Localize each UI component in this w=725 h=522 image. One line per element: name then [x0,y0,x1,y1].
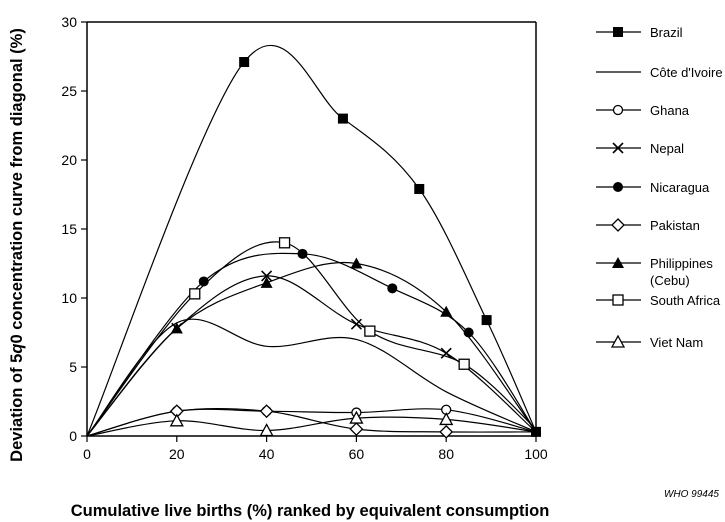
legend-item-philippines: Philippines (Cebu) [596,256,713,288]
y-axis-title: Deviation of 5q0 concentration curve fro… [8,28,26,462]
legend-label: Nicaragua [650,180,710,195]
legend-label: South Africa [650,293,721,308]
legend: Brazil Côte d'Ivoire Ghana Nepal Nicaragua Pa… [596,25,723,350]
legend-label: Viet Nam [650,335,703,350]
data-point-south-africa [278,237,291,249]
y-tick-label: 20 [61,152,77,168]
y-axis-title-part1: Deviation of 5 [8,354,26,462]
data-point-nepal [261,270,273,282]
legend-item-nicaragua: Nicaragua [596,180,710,195]
plot-frame [86,21,537,437]
x-tick-label: 20 [169,446,185,462]
data-point-viet-nam [439,412,454,426]
legend-label: Ghana [650,103,690,118]
legend-item-south-africa: South Africa [596,293,721,308]
data-point-philippines-cebu [170,322,183,334]
data-point-philippines-cebu [350,257,363,269]
x-tick-label: 40 [259,446,275,462]
data-point-nicaragua [297,248,308,259]
legend-label: Pakistan [650,218,700,233]
legend-marker [610,334,626,348]
x-tick-label: 60 [349,446,365,462]
data-point-viet-nam [259,423,274,437]
data-point-nepal [350,318,362,330]
y-tick-label: 10 [61,290,77,306]
data-point-nicaragua [463,327,474,338]
legend-marker [612,104,624,116]
data-point-south-africa [364,325,376,337]
legend-marker [613,27,623,37]
legend-label: Nepal [650,141,684,156]
series-markers [169,57,541,439]
data-point-south-africa [189,288,201,300]
y-axis-title-part2: q [8,344,26,354]
legend-item-pakistan: Pakistan [596,218,700,233]
x-tick-label: 0 [83,446,91,462]
legend-label: Côte d'Ivoire [650,65,723,80]
x-axis-title: Cumulative live births (%) ranked by equ… [71,502,550,520]
data-point-brazil [481,315,492,326]
y-tick-label: 5 [69,359,77,375]
data-point-endpoint [531,426,541,437]
legend-marker [612,294,624,306]
data-point-brazil [337,113,348,124]
legend-item-viet-nam: Viet Nam [596,334,703,350]
data-point-viet-nam [169,413,184,427]
series-lines [86,44,537,437]
y-axis: 0 5 10 15 20 25 30 [61,14,87,444]
legend-item-nepal: Nepal [596,141,684,156]
y-axis-title-part3: 0 concentration curve from diagonal (%) [8,28,26,343]
legend-item-brazil: Brazil [596,25,683,40]
series-line-nicaragua [86,252,537,437]
x-tick-label: 80 [438,446,454,462]
series-line-brazil [86,44,537,437]
legend-marker [612,142,624,154]
data-point-brazil [239,57,250,68]
figure-credit: WHO 99445 [664,489,719,500]
legend-item-ghana: Ghana [596,103,690,118]
legend-marker [613,182,623,192]
y-tick-label: 30 [61,14,77,30]
legend-label: Brazil [650,25,683,40]
legend-item-c-te-d-ivoire: Côte d'Ivoire [596,65,723,80]
data-point-pakistan [439,424,454,439]
data-point-nicaragua [198,276,209,287]
legend-marker [612,257,624,268]
data-point-south-africa [458,358,470,370]
data-point-brazil [414,183,425,194]
y-tick-label: 0 [69,428,77,444]
legend-label: Philippines [650,256,713,271]
legend-label-line2: (Cebu) [650,273,690,288]
data-point-pakistan [349,422,364,437]
series-line-pakistan [86,407,537,437]
y-tick-label: 25 [61,83,77,99]
y-tick-label: 15 [61,221,77,237]
series-line-philippines-cebu [86,261,537,437]
data-point-philippines-cebu [260,276,273,288]
data-point-pakistan [259,404,274,419]
data-point-nepal [440,347,452,359]
data-point-philippines-cebu [440,305,453,317]
legend-marker [611,218,625,232]
x-axis: 0 20 40 60 80 100 [83,436,548,462]
x-tick-label: 100 [524,446,548,462]
series-line-viet-nam [86,416,537,437]
data-point-viet-nam [349,410,364,424]
data-point-nicaragua [387,283,398,294]
